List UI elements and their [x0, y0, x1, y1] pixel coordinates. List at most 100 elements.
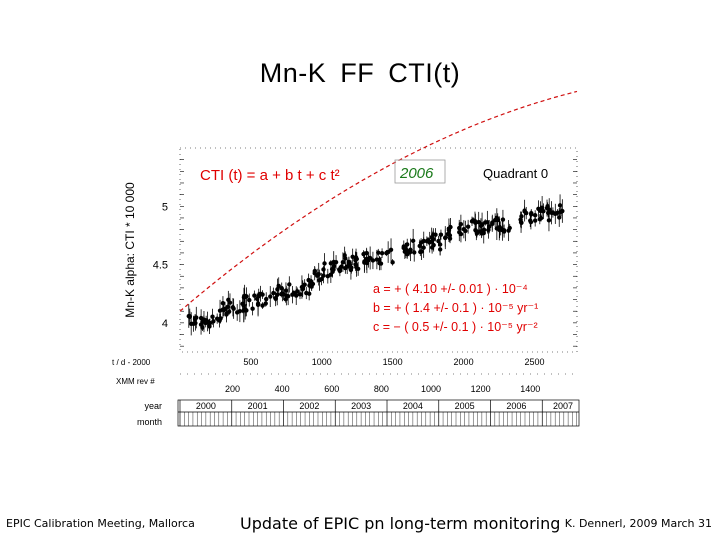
data-point [283, 288, 289, 293]
year-badge: 2006 [399, 165, 434, 182]
data-point [234, 310, 240, 315]
x-tick-year: 2003 [351, 401, 371, 411]
data-point [302, 282, 307, 287]
data-point [537, 216, 543, 222]
data-point [519, 214, 524, 219]
data-point [473, 220, 478, 226]
plot-border [179, 147, 578, 353]
data-point [275, 292, 280, 298]
data-point [457, 230, 462, 235]
data-point [437, 247, 443, 252]
slide-title: Mn-K FF CTI(t) [259, 58, 461, 88]
data-point [306, 291, 312, 296]
data-point [500, 217, 506, 222]
data-point [410, 238, 416, 244]
x-tick-rev: 1000 [421, 384, 441, 394]
data-point [447, 236, 453, 241]
data-point [256, 294, 261, 299]
data-point [532, 218, 538, 223]
x-axis-rev-label: XMM rev # [116, 377, 155, 386]
data-point [342, 253, 347, 258]
x-tick-year: 2001 [248, 401, 268, 411]
x-tick-rev: 600 [324, 384, 339, 394]
data-point [281, 292, 286, 297]
x-tick-days: 2500 [524, 357, 544, 367]
x-tick-rev: 400 [275, 384, 290, 394]
data-point [343, 265, 348, 271]
data-point [370, 258, 376, 263]
x-axes: t / d - 2000 500 1000 1500 2000 2500 XMM rev #… [112, 357, 580, 427]
y-tick-label: 5 [162, 201, 168, 213]
data-point [260, 303, 265, 308]
data-point [378, 261, 384, 266]
x-tick-year: 2006 [506, 401, 526, 411]
data-point [191, 321, 196, 326]
data-point [294, 293, 299, 298]
data-point [337, 268, 343, 274]
data-point [463, 228, 468, 234]
data-point [557, 215, 562, 220]
x-tick-rev: 200 [225, 384, 240, 394]
data-point [220, 300, 226, 306]
annotations: CTI (t) = a + b t + c t² 2006 Quadrant 0 a … [200, 159, 548, 334]
data-point [205, 319, 210, 324]
data-point [366, 257, 371, 262]
data-point [211, 319, 216, 324]
data-point [290, 292, 295, 297]
data-point [309, 282, 314, 288]
data-point [317, 278, 322, 283]
fit-formula: CTI (t) = a + b t + c t² [200, 167, 340, 184]
fit-line [179, 90, 578, 312]
data-points [186, 194, 565, 336]
data-point [557, 203, 563, 208]
data-point [287, 282, 292, 287]
fit-coefficient: c = − ( 0.5 +/- 0.1 ) · 10⁻⁵ yr⁻² [373, 320, 538, 334]
data-point [384, 250, 389, 256]
data-point [418, 240, 424, 245]
data-point [350, 254, 355, 259]
data-point [361, 251, 366, 257]
x-axis-month-label: month [137, 417, 162, 427]
data-point [501, 228, 507, 233]
data-point [553, 211, 558, 217]
data-point [200, 319, 205, 325]
data-point [217, 318, 222, 323]
footer-talk-title: Update of EPIC pn long-term monitoring [240, 514, 561, 533]
data-point [231, 306, 236, 311]
data-point [295, 289, 300, 294]
data-point [404, 248, 410, 254]
data-point [268, 294, 273, 299]
footer-meeting: EPIC Calibration Meeting, Mallorca [6, 517, 195, 530]
data-point [436, 238, 441, 244]
data-point [312, 268, 318, 274]
data-point [431, 236, 436, 242]
x-tick-days: 500 [243, 357, 258, 367]
data-point [507, 225, 512, 231]
data-point [241, 308, 246, 313]
data-point [328, 261, 334, 266]
data-point [376, 250, 381, 255]
data-point [297, 292, 303, 297]
data-point [210, 314, 215, 319]
data-point [390, 260, 395, 265]
data-point [379, 250, 385, 256]
data-point [187, 313, 192, 319]
data-point [330, 269, 335, 275]
data-point [194, 315, 199, 320]
data-point [322, 261, 327, 266]
data-point [560, 208, 565, 214]
data-point [469, 219, 475, 224]
data-point [528, 219, 534, 225]
data-point [339, 264, 344, 269]
data-point [494, 226, 500, 231]
data-point [490, 221, 495, 227]
data-point [355, 266, 361, 271]
y-tick-label: 4.5 [153, 260, 168, 272]
data-point [224, 311, 229, 316]
x-axis-days-label: t / d - 2000 [112, 358, 151, 367]
data-point [544, 205, 550, 211]
x-tick-days: 2000 [454, 357, 474, 367]
data-point [405, 252, 410, 257]
data-point [283, 296, 288, 302]
data-point [465, 224, 471, 229]
